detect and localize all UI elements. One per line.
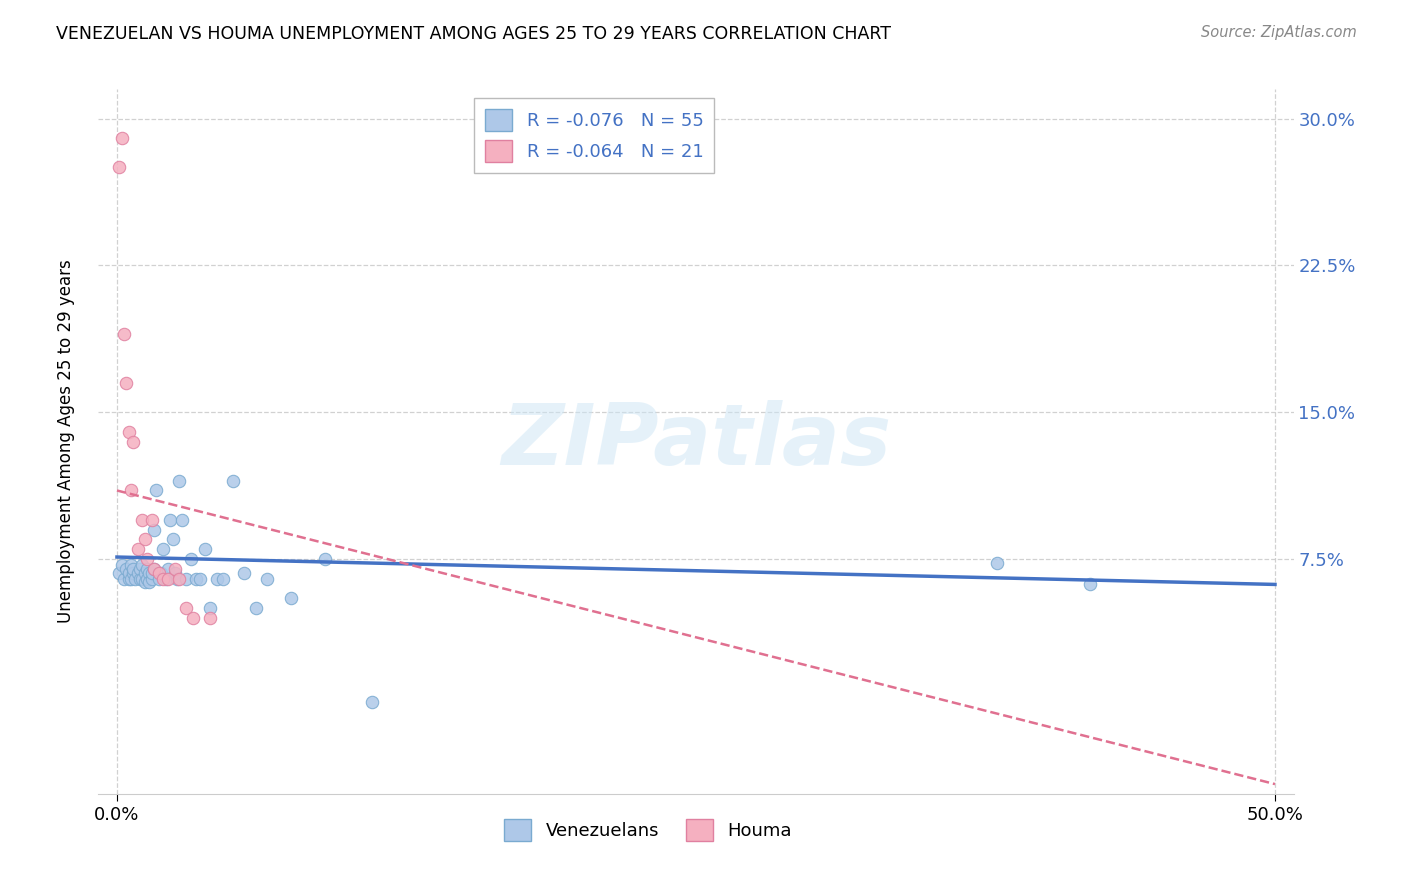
Point — [280, 591, 302, 606]
Point — [131, 558, 153, 572]
Point — [141, 572, 163, 586]
Point — [112, 572, 135, 586]
Point — [134, 566, 156, 580]
Y-axis label: Unemployment Among Ages 25 to 29 years: Unemployment Among Ages 25 to 29 years — [56, 260, 75, 624]
Point — [120, 572, 142, 586]
Point — [184, 572, 207, 586]
Text: Source: ZipAtlas.com: Source: ZipAtlas.com — [1201, 25, 1357, 40]
Point — [163, 562, 186, 576]
Point — [222, 474, 245, 488]
Point — [131, 572, 153, 586]
Point — [122, 566, 145, 580]
Point — [156, 562, 179, 576]
Point — [141, 566, 163, 580]
Point — [129, 572, 152, 586]
Point — [138, 575, 160, 590]
Point — [163, 566, 186, 580]
Point — [110, 131, 132, 145]
Point — [156, 572, 179, 586]
Point — [198, 611, 221, 625]
Point — [124, 572, 146, 586]
Point — [108, 566, 131, 580]
Point — [170, 513, 193, 527]
Point — [115, 376, 138, 390]
Point — [129, 562, 152, 576]
Point — [233, 566, 256, 580]
Point — [162, 533, 184, 547]
Point — [152, 572, 174, 586]
Point — [108, 161, 131, 175]
Point — [148, 566, 170, 580]
Point — [176, 601, 198, 615]
Point — [188, 572, 211, 586]
Point — [245, 601, 267, 615]
Point — [143, 562, 166, 576]
Point — [198, 601, 221, 615]
Point — [117, 572, 139, 586]
Point — [205, 572, 228, 586]
Point — [169, 572, 191, 586]
Point — [115, 562, 138, 576]
Point — [183, 611, 205, 625]
Text: VENEZUELAN VS HOUMA UNEMPLOYMENT AMONG AGES 25 TO 29 YEARS CORRELATION CHART: VENEZUELAN VS HOUMA UNEMPLOYMENT AMONG A… — [56, 25, 891, 43]
Point — [134, 575, 156, 590]
Point — [127, 566, 149, 580]
Point — [136, 552, 159, 566]
Point — [112, 326, 135, 341]
Point — [141, 513, 163, 527]
Point — [360, 695, 382, 709]
Point — [136, 572, 159, 586]
Point — [117, 566, 139, 580]
Point — [110, 558, 132, 572]
Point — [314, 552, 336, 566]
Point — [120, 483, 142, 498]
Point — [180, 552, 202, 566]
Point — [131, 513, 153, 527]
Point — [138, 566, 160, 580]
Point — [145, 483, 167, 498]
Point — [194, 542, 217, 557]
Point — [127, 542, 149, 557]
Point — [155, 572, 177, 586]
Point — [152, 542, 174, 557]
Point — [134, 533, 156, 547]
Point — [166, 572, 188, 586]
Point — [122, 434, 145, 449]
Point — [120, 558, 142, 572]
Point — [169, 474, 191, 488]
Text: ZIPatlas: ZIPatlas — [501, 400, 891, 483]
Point — [117, 425, 139, 439]
Point — [986, 556, 1008, 570]
Point — [122, 562, 145, 576]
Point — [212, 572, 235, 586]
Point — [149, 566, 172, 580]
Point — [256, 572, 278, 586]
Point — [136, 562, 159, 576]
Point — [148, 572, 170, 586]
Point — [1078, 577, 1101, 591]
Point — [176, 572, 198, 586]
Point — [143, 523, 166, 537]
Point — [143, 562, 166, 576]
Point — [159, 513, 181, 527]
Legend: Venezuelans, Houma: Venezuelans, Houma — [496, 812, 800, 848]
